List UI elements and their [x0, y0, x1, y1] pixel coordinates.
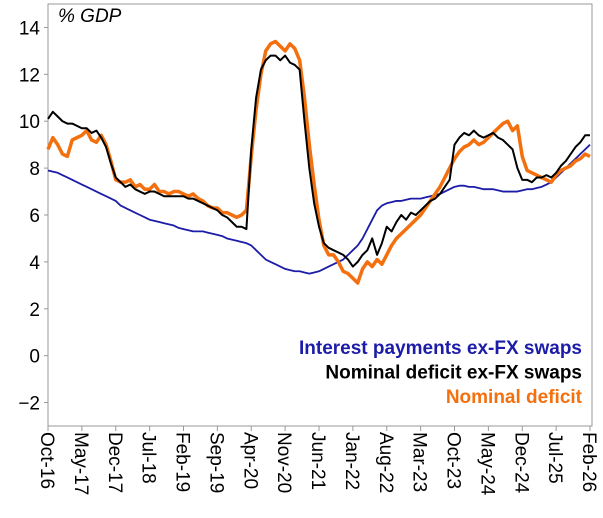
series-line	[47, 54, 590, 268]
y-tick-label: 8	[29, 159, 40, 180]
x-tick-label: Aug-22	[375, 432, 396, 493]
x-tick-label: Sep-19	[205, 432, 226, 493]
x-tick-label: Jul-18	[138, 432, 159, 484]
y-tick-label: 10	[19, 112, 40, 133]
y-tick-label: 6	[29, 206, 40, 227]
y-tick-label: −2	[18, 394, 40, 415]
legend-entry: Nominal deficit ex-FX swaps	[325, 363, 582, 384]
x-tick-label: Oct-16	[36, 432, 57, 489]
y-tick-label: 12	[19, 65, 40, 86]
x-tick-label: Feb-26	[578, 432, 599, 492]
legend-entry: Interest payments ex-FX swaps	[299, 338, 582, 359]
x-tick-label: Jul-25	[544, 432, 565, 484]
x-tick-label: Jun-21	[307, 432, 328, 490]
x-tick-label: Dec-17	[104, 432, 125, 493]
x-tick-label: Feb-19	[172, 432, 193, 492]
y-tick-label: 14	[19, 18, 41, 39]
x-tick-label: May-24	[476, 432, 497, 496]
y-tick-label: 0	[29, 347, 40, 368]
x-tick-label: Mar-23	[409, 432, 430, 492]
x-tick-label: Dec-24	[510, 432, 531, 494]
y-tick-label: 2	[29, 300, 40, 321]
y-tick-label: 4	[29, 253, 40, 274]
chart-title: % GDP	[58, 6, 122, 27]
x-tick-label: Jan-22	[341, 432, 362, 490]
legend-entry: Nominal deficit	[446, 387, 583, 408]
x-tick-label: Apr-20	[239, 432, 260, 489]
x-tick-label: Oct-23	[443, 432, 464, 489]
series-line	[46, 39, 591, 285]
x-tick-label: May-17	[70, 432, 91, 495]
series-line	[47, 144, 591, 275]
x-tick-label: Nov-20	[273, 432, 294, 493]
